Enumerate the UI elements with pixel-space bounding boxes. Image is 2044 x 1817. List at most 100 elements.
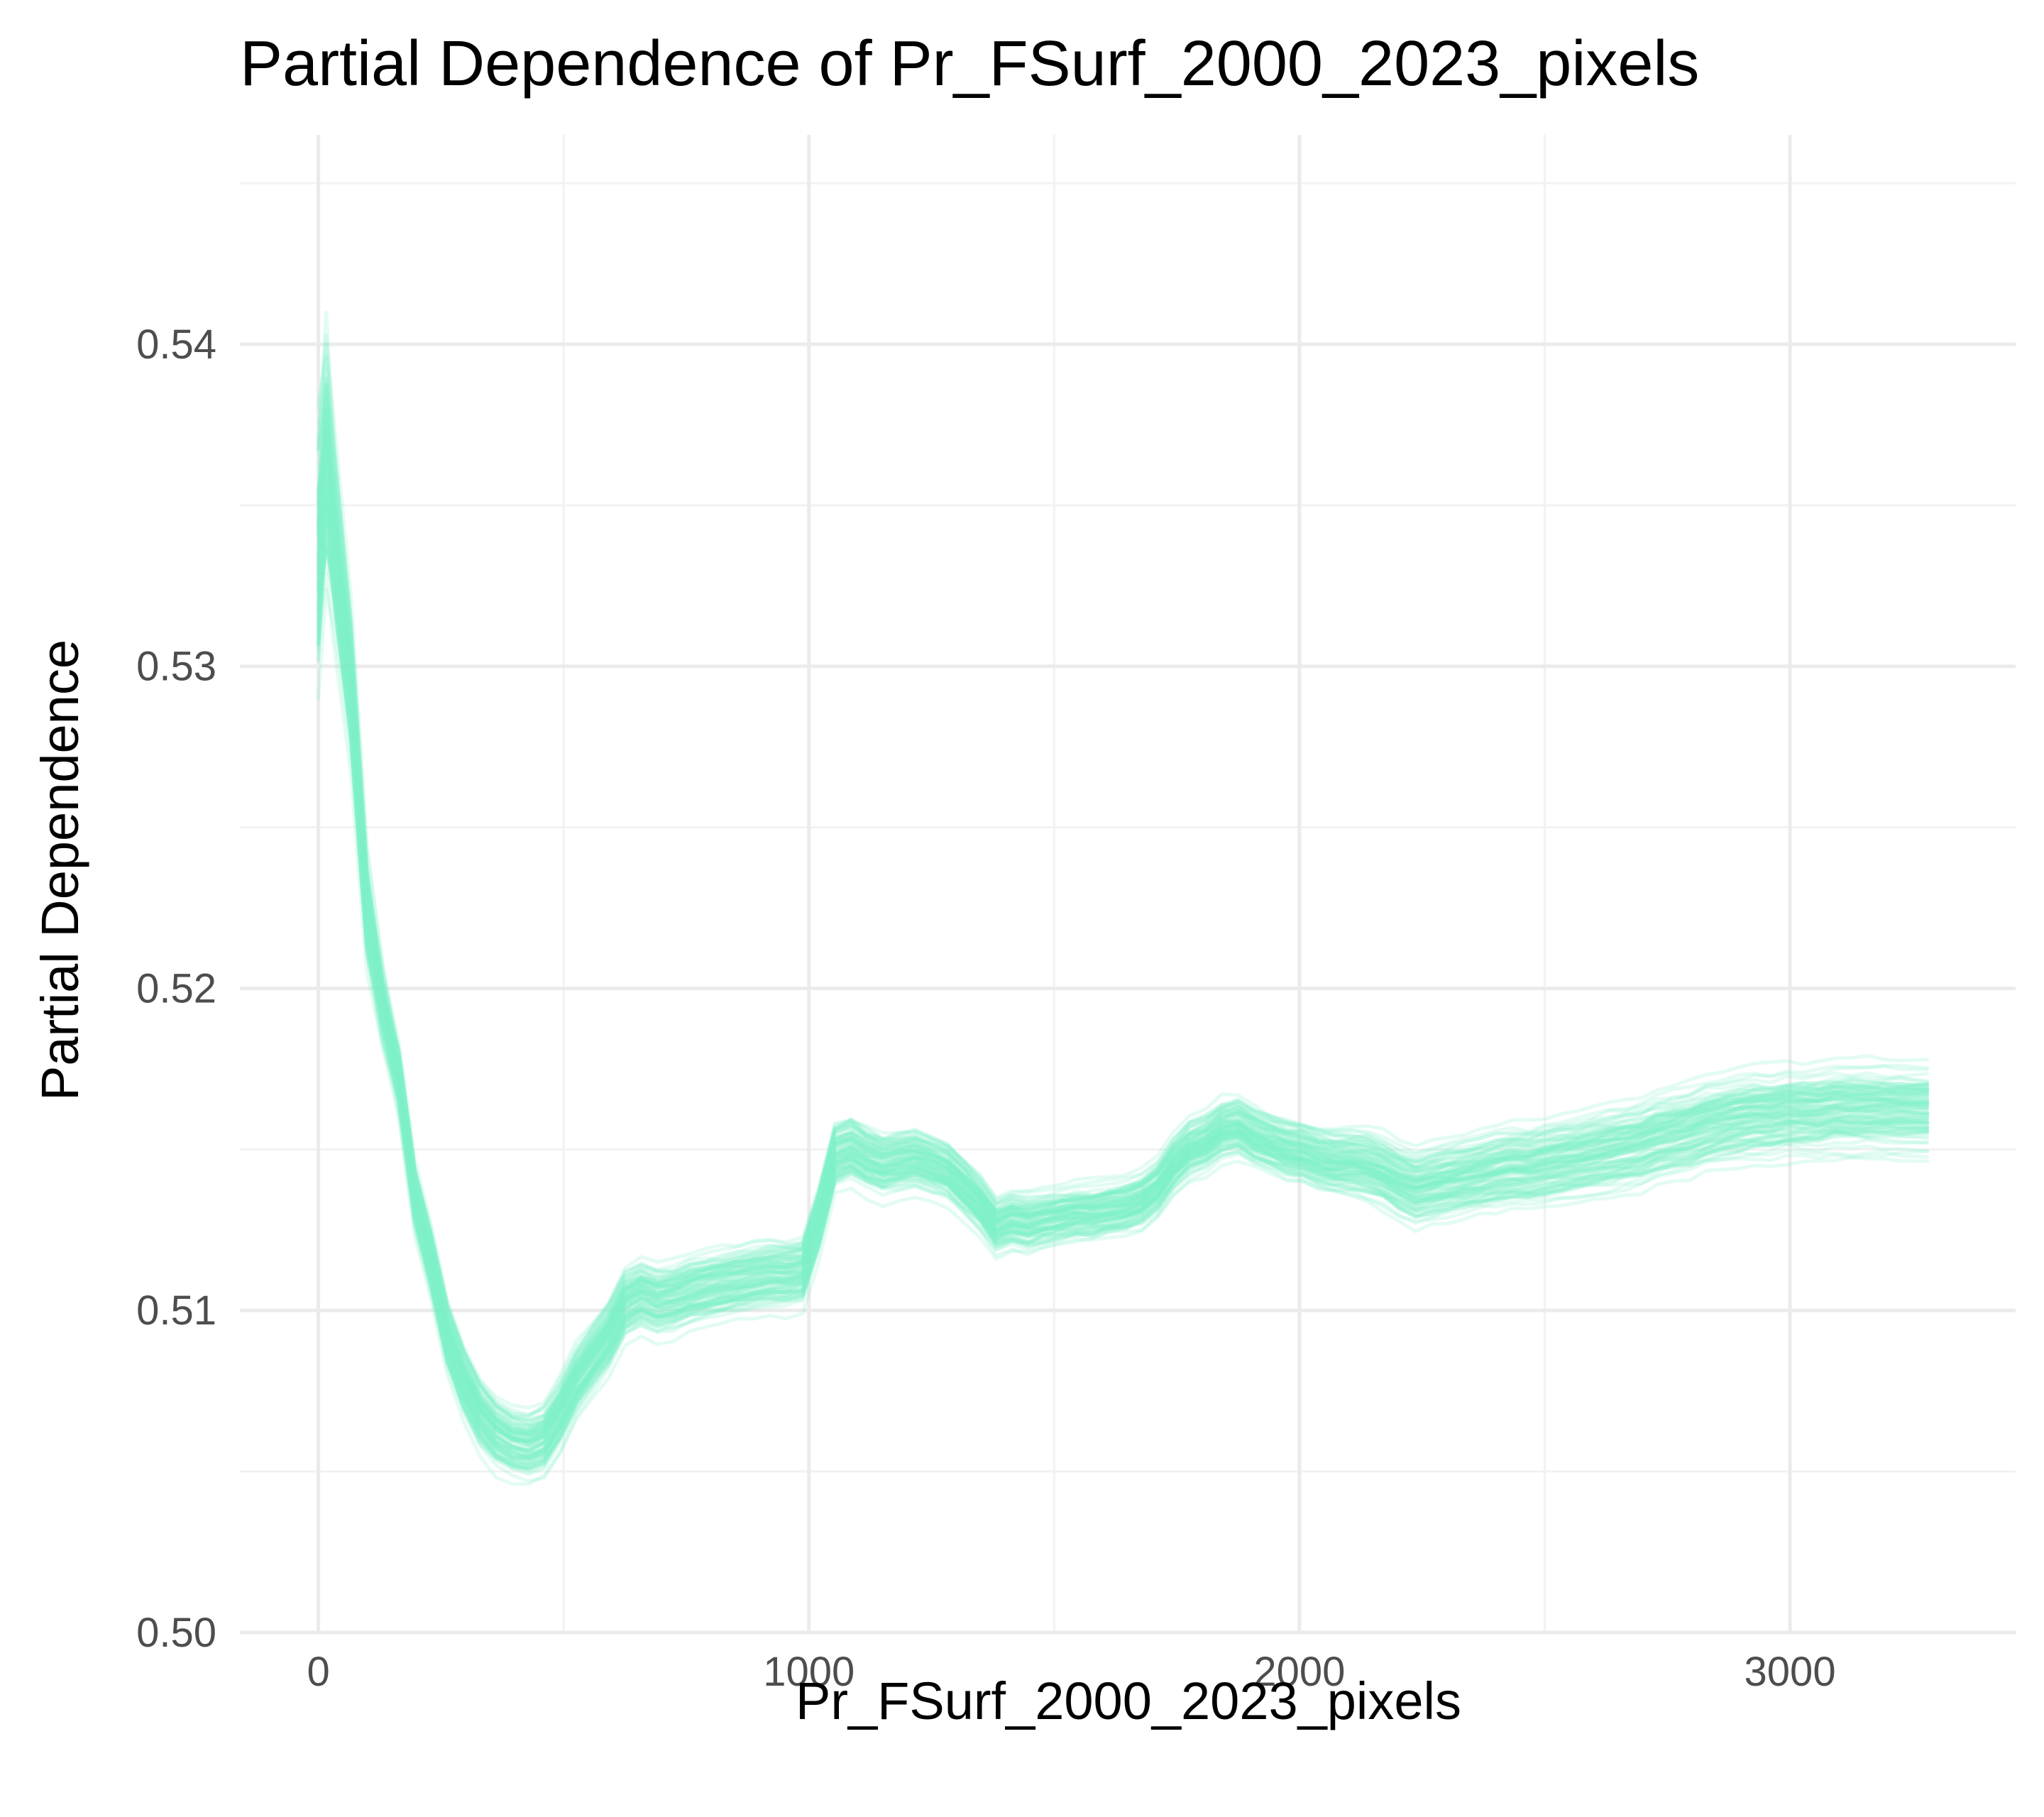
ice-curve xyxy=(317,459,1930,1429)
y-tick-label: 0.53 xyxy=(136,644,216,690)
ice-curve xyxy=(317,546,1930,1456)
ice-curve xyxy=(317,468,1930,1417)
ice-curve xyxy=(317,571,1930,1468)
y-axis-title: Partial Dependence xyxy=(31,639,89,1101)
ice-curve xyxy=(317,547,1930,1410)
ice-curve xyxy=(317,430,1930,1462)
ice-curve xyxy=(317,366,1930,1444)
ice-curve xyxy=(317,457,1930,1452)
ice-curve xyxy=(317,499,1930,1471)
ice-curve xyxy=(317,529,1930,1459)
grid-layer xyxy=(240,135,2016,1635)
ice-curve xyxy=(317,491,1930,1442)
ice-curve xyxy=(317,411,1930,1461)
ice-curve xyxy=(317,385,1930,1458)
ice-curve xyxy=(317,492,1930,1459)
ice-curve xyxy=(317,432,1930,1449)
ice-curve xyxy=(317,382,1930,1476)
y-tick-label: 0.50 xyxy=(136,1610,216,1656)
ice-curve xyxy=(317,547,1930,1436)
ice-curve xyxy=(317,404,1930,1447)
ice-curve xyxy=(317,535,1930,1453)
ice-curve xyxy=(317,426,1930,1442)
ice-curve xyxy=(317,432,1930,1434)
ice-curve xyxy=(317,536,1930,1444)
ice-curve xyxy=(317,473,1930,1419)
ice-curve xyxy=(317,483,1930,1444)
x-tick-label: 1000 xyxy=(763,1649,855,1695)
ice-curve xyxy=(317,310,1930,1461)
ice-curve xyxy=(317,502,1930,1417)
ice-curve xyxy=(317,444,1930,1442)
ice-curve xyxy=(317,425,1930,1472)
chart-title: Partial Dependence of Pr_FSurf_2000_2023… xyxy=(240,28,1699,99)
ice-curve xyxy=(317,470,1930,1464)
ice-curve xyxy=(317,485,1930,1432)
ice-curve xyxy=(317,519,1930,1433)
ice-curve xyxy=(317,523,1930,1427)
ice-curve xyxy=(317,425,1930,1483)
ice-curve xyxy=(317,512,1930,1438)
y-tick-label: 0.52 xyxy=(136,965,216,1011)
ice-curve xyxy=(317,342,1930,1437)
ice-curve xyxy=(317,443,1930,1437)
y-tick-label: 0.51 xyxy=(136,1288,216,1334)
ice-curve xyxy=(317,417,1930,1469)
x-tick-label: 2000 xyxy=(1253,1649,1345,1695)
y-tick-label: 0.54 xyxy=(136,322,216,368)
ice-curve xyxy=(317,417,1930,1465)
ice-curve xyxy=(317,425,1930,1422)
ice-curve xyxy=(317,441,1930,1437)
ice-curve xyxy=(317,376,1930,1461)
ice-curve xyxy=(317,383,1930,1439)
ice-curve xyxy=(317,391,1930,1471)
series-layer xyxy=(317,310,1930,1486)
x-axis-title: Pr_FSurf_2000_2023_pixels xyxy=(796,1671,1461,1730)
ice-curve xyxy=(317,417,1930,1444)
ice-curve xyxy=(317,415,1930,1471)
x-tick-label: 3000 xyxy=(1744,1649,1836,1695)
ice-curve xyxy=(317,407,1930,1454)
ice-curve xyxy=(317,426,1930,1434)
ice-curve xyxy=(317,391,1930,1466)
ice-curve xyxy=(317,467,1930,1469)
ice-curve xyxy=(317,475,1930,1470)
ice-curve xyxy=(317,466,1930,1442)
ice-curve xyxy=(317,498,1930,1451)
ice-curve xyxy=(317,376,1930,1428)
ice-curve xyxy=(317,481,1930,1430)
ice-curve xyxy=(317,407,1930,1436)
x-tick-label: 0 xyxy=(307,1649,329,1695)
ice-curve xyxy=(317,419,1930,1422)
ice-curve xyxy=(317,478,1930,1423)
ice-curve xyxy=(317,437,1930,1444)
ice-curve xyxy=(317,490,1930,1439)
ice-curve xyxy=(317,507,1930,1459)
ice-curve xyxy=(317,443,1930,1437)
ice-curve xyxy=(317,503,1930,1434)
ice-curve xyxy=(317,424,1930,1420)
ice-curve xyxy=(317,509,1930,1475)
ice-curve xyxy=(317,488,1930,1433)
ice-curve xyxy=(317,501,1930,1467)
ice-curve xyxy=(317,493,1930,1432)
ice-curve xyxy=(317,446,1930,1436)
ice-curve xyxy=(317,486,1930,1442)
ice-curve xyxy=(317,461,1930,1427)
ice-curve xyxy=(317,333,1930,1455)
ice-curve xyxy=(317,559,1930,1486)
tick-labels: 0 1000 2000 3000 0.50 0.51 0.52 0.53 0.54 xyxy=(136,322,1835,1695)
ice-curve xyxy=(317,381,1930,1461)
ice-curve xyxy=(317,438,1930,1452)
ice-curve xyxy=(317,527,1930,1466)
ice-curve xyxy=(317,500,1930,1444)
ice-curve xyxy=(317,384,1930,1456)
ice-curve xyxy=(317,471,1930,1441)
ice-curve xyxy=(317,467,1930,1447)
ice-curve xyxy=(317,408,1930,1460)
ice-curve xyxy=(317,440,1930,1445)
ice-curve xyxy=(317,353,1930,1454)
ice-curve xyxy=(317,501,1930,1434)
